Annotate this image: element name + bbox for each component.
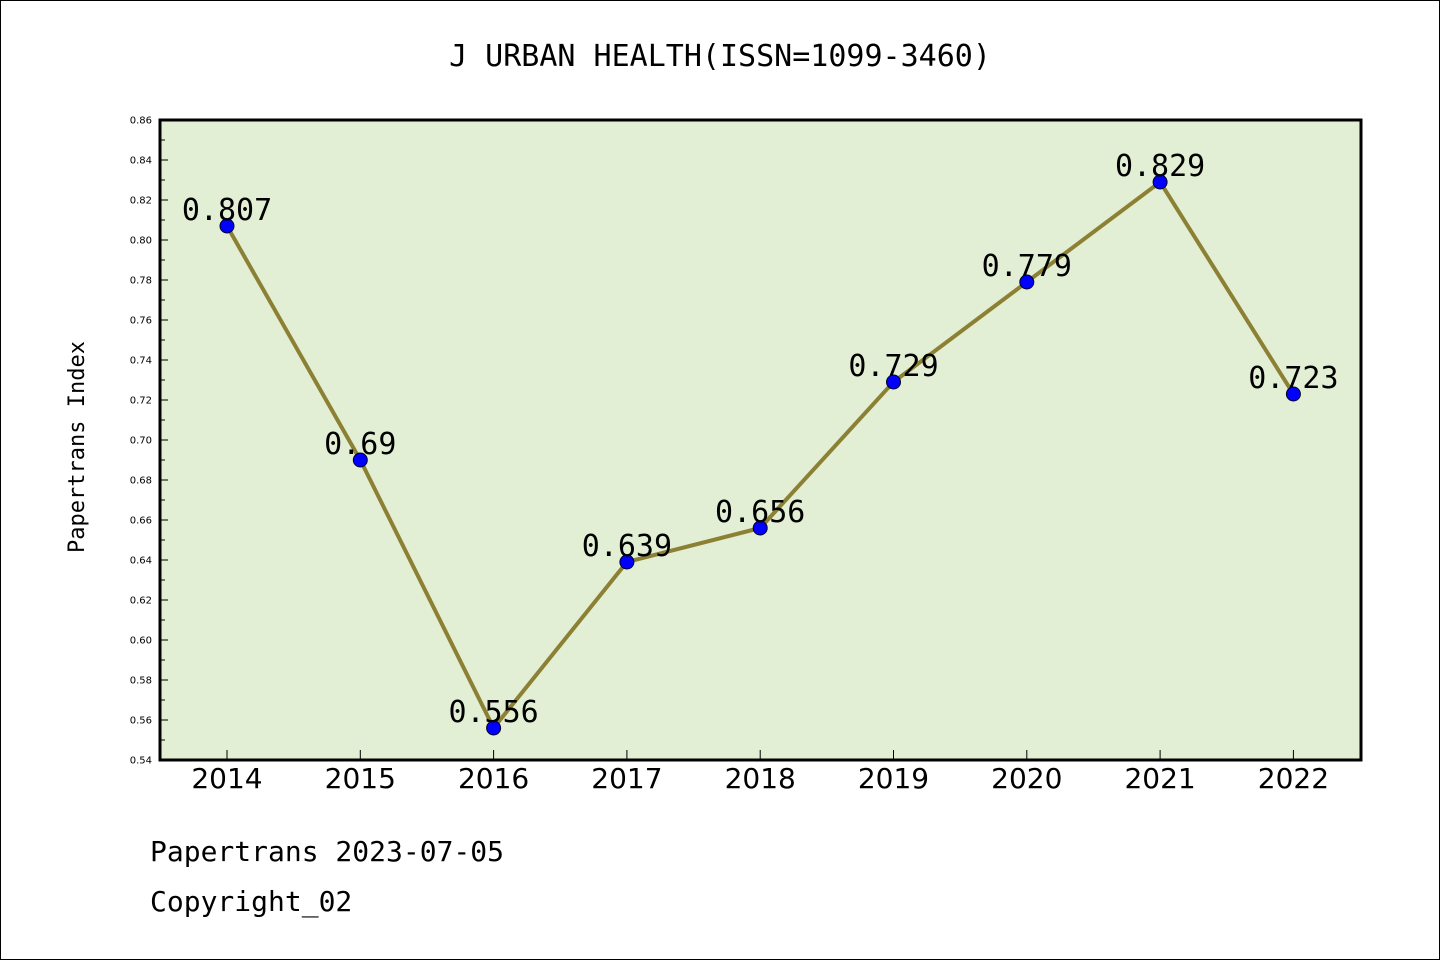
data-point [886, 374, 901, 390]
y-tick-label: 0.84 [130, 156, 152, 167]
data-label: 0.807 [182, 193, 272, 228]
data-label: 0.656 [715, 495, 805, 530]
x-tick-label: 2015 [325, 762, 396, 795]
data-label: 0.729 [848, 349, 938, 384]
data-point [486, 720, 502, 736]
data-label: 0.829 [1115, 149, 1205, 184]
x-tick-label: 2014 [191, 762, 262, 795]
data-label: 0.639 [582, 529, 672, 564]
y-tick-label: 0.70 [130, 436, 152, 447]
y-axis: 0.54 0.56 0.58 0.60 0.62 0.64 0.66 0.68 0.70 0.72… [130, 116, 168, 767]
x-axis: 2014 2015 2016 2017 2018 2019 2020 2021 2022 [191, 750, 1329, 795]
y-tick-label: 0.76 [130, 316, 152, 327]
x-tick-label: 2022 [1258, 762, 1329, 795]
x-tick-label: 2016 [458, 762, 529, 795]
data-point [219, 218, 235, 234]
y-tick-label: 0.78 [130, 276, 152, 287]
data-label: 0.69 [324, 427, 396, 462]
chart-title: J URBAN HEALTH(ISSN=1099-3460) [449, 39, 991, 74]
y-tick-label: 0.58 [130, 676, 152, 687]
data-label: 0.723 [1248, 361, 1338, 396]
y-tick-label: 0.68 [130, 476, 152, 487]
plot-area [158, 118, 1363, 762]
y-tick-label: 0.66 [130, 516, 152, 527]
data-point [1285, 386, 1301, 402]
x-tick-label: 2020 [991, 762, 1062, 795]
y-tick-label: 0.56 [130, 716, 152, 727]
y-tick-label: 0.64 [130, 556, 152, 567]
data-point [619, 554, 635, 570]
x-tick-label: 2017 [591, 762, 662, 795]
y-tick-label: 0.86 [130, 116, 152, 127]
data-point [1152, 174, 1168, 190]
data-labels: 0.807 0.69 0.556 0.639 0.656 0.729 0.779 0.829 0… [182, 149, 1339, 730]
y-tick-label: 0.74 [130, 356, 152, 367]
x-tick-label: 2018 [725, 762, 796, 795]
x-tick-label: 2021 [1124, 762, 1195, 795]
y-axis-label: Papertrans Index [65, 341, 90, 553]
y-tick-label: 0.60 [130, 636, 152, 647]
y-tick-label: 0.62 [130, 596, 152, 607]
footer-date-line: Papertrans 2023-07-05 [150, 835, 505, 868]
data-point [352, 452, 368, 468]
y-tick-label: 0.54 [130, 756, 152, 767]
data-point [752, 520, 768, 536]
y-tick-label: 0.72 [130, 396, 152, 407]
y-tick-label: 0.82 [130, 196, 152, 207]
data-point [1019, 274, 1035, 290]
x-tick-label: 2019 [858, 762, 929, 795]
series-group [219, 174, 1301, 736]
data-label: 0.556 [448, 695, 538, 730]
y-tick-label: 0.80 [130, 236, 152, 247]
data-label: 0.779 [982, 249, 1072, 284]
footer-copyright-line: Copyright_02 [150, 885, 353, 918]
